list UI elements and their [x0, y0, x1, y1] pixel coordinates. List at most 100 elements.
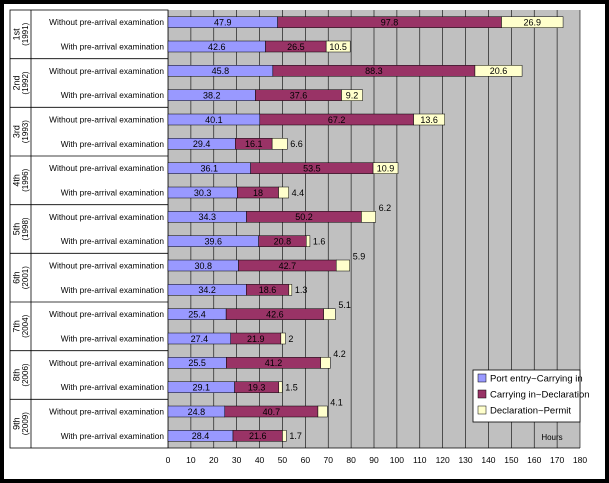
- row-label: Without pre-arrival examination: [49, 66, 164, 76]
- group-year: (1992): [21, 71, 30, 94]
- row-label: With pre-arrival examination: [61, 90, 165, 100]
- row-label: Without pre-arrival examination: [49, 17, 164, 27]
- row-label: With pre-arrival examination: [61, 431, 165, 441]
- group-year: (2009): [21, 412, 30, 435]
- group-year: (2001): [21, 266, 30, 289]
- x-tick-label: 10: [186, 455, 196, 465]
- legend-entry: Port entry~Carrying in: [490, 374, 583, 385]
- x-axis-unit-label: Hours: [541, 433, 562, 442]
- bar-segment: [280, 332, 286, 345]
- data-label: 36.1: [201, 163, 219, 173]
- stacked-bar-chart: 1st (1991) Without pre-arrival examination…: [9, 9, 590, 472]
- data-label: 97.8: [381, 17, 399, 27]
- data-label: 53.5: [303, 163, 321, 173]
- legend-entry: Carrying in~Declaration: [490, 390, 590, 401]
- data-label: 4.1: [330, 398, 343, 408]
- bars: 47.9 97.8 26.9 42.6 26.5 10.5 45.8 88.3 20.6 38.2…: [167, 16, 564, 442]
- legend-swatch: [477, 405, 487, 415]
- x-tick-label: 150: [504, 455, 518, 465]
- data-label: 18: [253, 188, 263, 198]
- bar-segment: [288, 284, 293, 296]
- x-tick-label: 90: [369, 455, 379, 465]
- bar-segment: [320, 357, 331, 369]
- data-label: 24.8: [188, 407, 206, 417]
- bar-segment: [282, 430, 287, 442]
- data-label: 2: [288, 334, 293, 344]
- group-name: 7th: [11, 320, 21, 333]
- x-tick-label: 180: [573, 455, 587, 465]
- data-label: 26.5: [287, 42, 305, 52]
- legend: Port entry~Carrying in Carrying in~Declar…: [472, 369, 590, 423]
- data-label: 40.1: [205, 115, 223, 125]
- data-label: 19.3: [248, 382, 266, 392]
- data-label: 10.9: [377, 163, 395, 173]
- row-label: Without pre-arrival examination: [49, 261, 164, 271]
- legend-box: [472, 369, 581, 423]
- data-label: 25.4: [188, 309, 206, 319]
- bar-segment: [278, 381, 283, 393]
- data-label: 88.3: [365, 66, 383, 76]
- bar-segment: [271, 138, 288, 150]
- bar-segment: [341, 89, 363, 101]
- row-label: With pre-arrival examination: [61, 42, 165, 52]
- group-year: (1991): [21, 22, 30, 45]
- group-name: 6th: [11, 271, 21, 284]
- row-label: Without pre-arrival examination: [49, 309, 164, 319]
- data-label: 41.2: [265, 358, 283, 368]
- data-label: 38.2: [203, 90, 221, 100]
- legend-swatch: [477, 373, 487, 383]
- row-label: With pre-arrival examination: [61, 236, 165, 246]
- data-label: 47.9: [214, 17, 232, 27]
- data-label: 4.2: [333, 349, 346, 359]
- data-label: 10.5: [329, 42, 347, 52]
- x-tick-label: 110: [413, 455, 427, 465]
- group-year: (1993): [21, 120, 30, 143]
- data-label: 29.1: [193, 382, 211, 392]
- bar-segment: [305, 235, 311, 247]
- data-label: 28.4: [192, 431, 210, 441]
- data-label: 25.5: [188, 358, 206, 368]
- data-label: 34.3: [198, 212, 216, 222]
- bar-segment: [372, 162, 399, 174]
- data-label: 30.3: [194, 188, 212, 198]
- x-tick-label: 30: [232, 455, 242, 465]
- x-tick-label: 170: [550, 455, 564, 465]
- data-label: 30.8: [194, 261, 212, 271]
- bar-segment: [501, 16, 564, 28]
- group-name: 5th: [11, 223, 21, 236]
- group-name: 9th: [11, 417, 21, 430]
- data-label: 4.4: [292, 188, 305, 198]
- data-label: 1.5: [285, 382, 298, 392]
- data-label: 1.3: [295, 285, 308, 295]
- x-tick-label: 160: [527, 455, 541, 465]
- data-label: 20.8: [274, 236, 292, 246]
- data-label: 39.6: [205, 236, 223, 246]
- label-table: [9, 9, 169, 449]
- category-labels: 1st (1991) Without pre-arrival examination…: [9, 9, 169, 449]
- bar-segment: [413, 113, 445, 126]
- group-year: (2006): [21, 363, 30, 386]
- legend-entry: Declaration~Permit: [490, 406, 571, 417]
- group-name: 1st: [11, 28, 21, 41]
- axis-strip: [168, 448, 580, 472]
- x-tick-label: 120: [436, 455, 450, 465]
- data-label: 21.9: [247, 334, 265, 344]
- data-label: 50.2: [295, 212, 313, 222]
- data-label: 67.2: [328, 115, 346, 125]
- row-label: With pre-arrival examination: [61, 188, 165, 198]
- data-label: 21.6: [249, 431, 267, 441]
- legend-swatch: [477, 389, 487, 399]
- group-name: 8th: [11, 369, 21, 382]
- bar-segment: [317, 405, 328, 418]
- data-label: 34.2: [198, 285, 216, 295]
- group-year: (2004): [21, 314, 30, 337]
- group-name: 2nd: [11, 75, 21, 90]
- x-tick-label: 50: [278, 455, 288, 465]
- data-label: 18.6: [259, 285, 277, 295]
- row-label: Without pre-arrival examination: [49, 212, 164, 222]
- row-label: With pre-arrival examination: [61, 139, 165, 149]
- bar-segment: [278, 186, 289, 199]
- row-label: Without pre-arrival examination: [49, 163, 164, 173]
- data-label: 5.1: [338, 300, 351, 310]
- group-name: 3rd: [11, 125, 21, 138]
